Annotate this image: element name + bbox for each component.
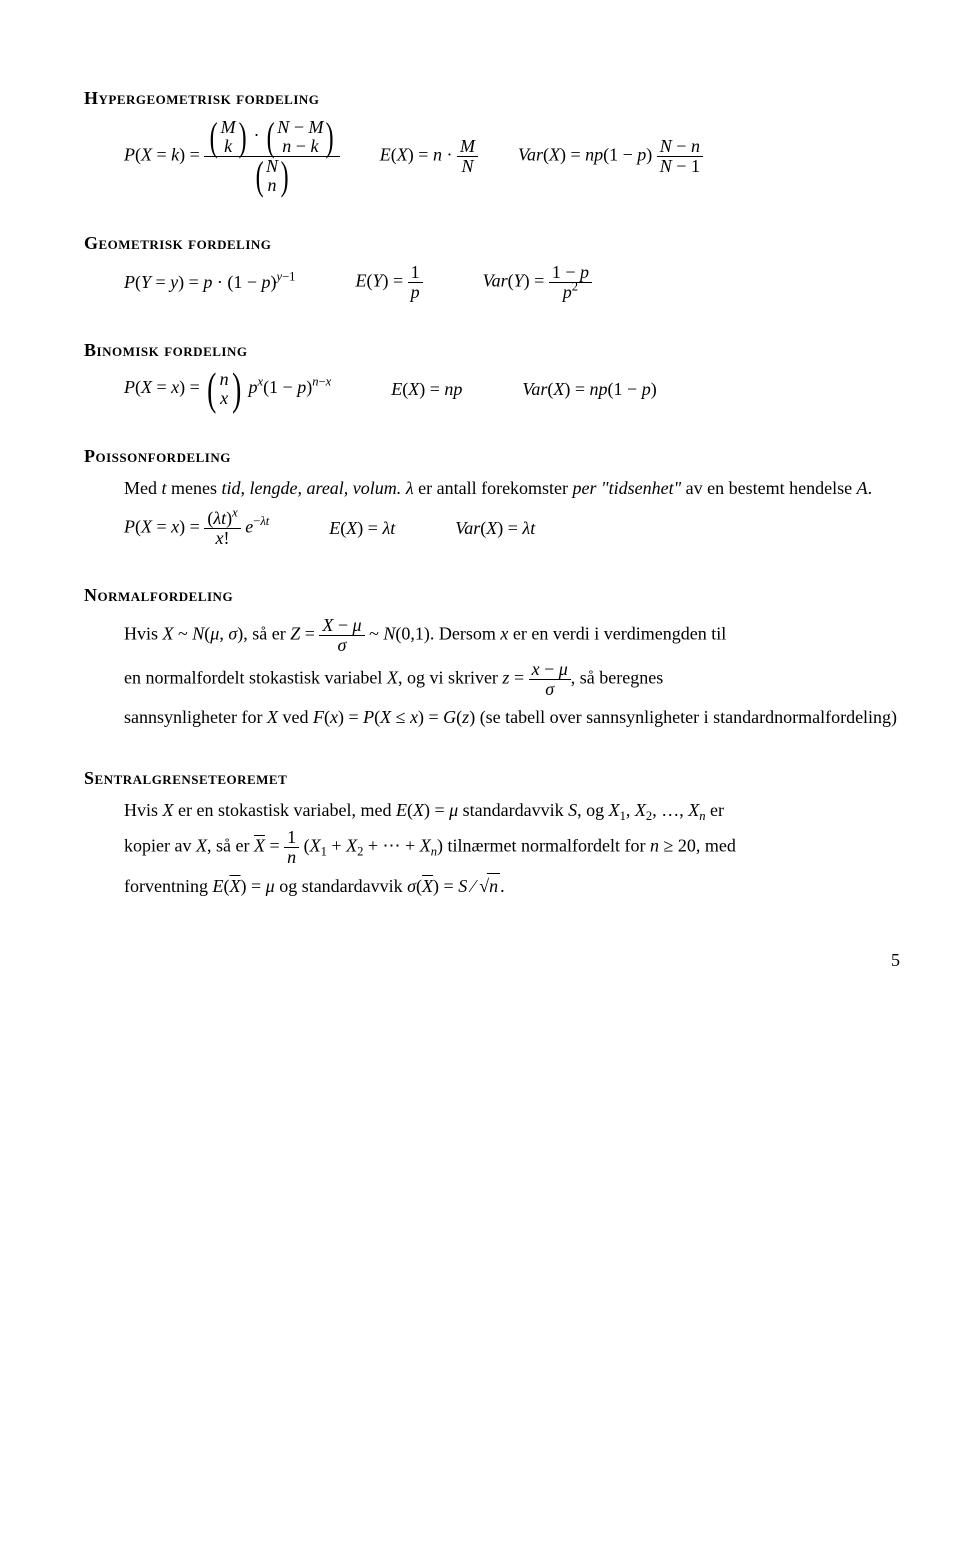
poisson-formulas: P(X = x) = (λt)xx! e−λt E(X) = λt Var(X)… (124, 509, 900, 548)
text: er en verdi i verdimengden til (508, 623, 726, 643)
text: Med (124, 478, 162, 498)
hyper-mean: E(X) = n · MN (380, 137, 478, 176)
normal-line-3: sannsynligheter for X ved F(x) = P(X ≤ x… (124, 705, 900, 729)
heading-binomial: Binomisk fordeling (84, 338, 900, 362)
text: menes (167, 478, 222, 498)
text: ved (278, 707, 313, 727)
heading-normal: Normalfordeling (84, 583, 900, 607)
text: tilnærmet normalfordelt for (443, 836, 650, 856)
poisson-pmf: P(X = x) = (λt)xx! e−λt (124, 509, 269, 548)
normal-line-2: en normalfordelt stokastisk variabel X, … (124, 660, 900, 699)
heading-hypergeometric: Hypergeometrisk fordeling (84, 86, 900, 110)
text: , og vi skriver (398, 668, 502, 688)
text: og standardavvik (275, 876, 407, 896)
poisson-intro: Med t menes tid, lengde, areal, volum. λ… (124, 476, 900, 500)
geo-var: Var(Y) = 1 − pp2 (483, 263, 592, 302)
hyper-formulas: P(X = k) = (Mk) · (N − Mn − k) (Nn) E(X)… (124, 118, 900, 195)
text: av en bestemt hendelse (681, 478, 856, 498)
normal-line-1: Hvis X ~ N(μ, σ), så er Z = X − μσ ~ N(0… (124, 616, 900, 655)
text: kopier av (124, 836, 196, 856)
text: sannsynligheter for (124, 707, 267, 727)
hyper-pmf: P(X = k) = (Mk) · (N − Mn − k) (Nn) (124, 118, 340, 195)
clt-line-2: kopier av X, så er X = 1n (X1 + X2 + ⋯ +… (124, 828, 900, 867)
text: , så er (243, 623, 290, 643)
clt-line-3: forventning E(X) = μ og standardavvik σ(… (124, 873, 900, 898)
text: (se tabell over sannsynligheter i standa… (475, 707, 897, 727)
binom-formulas: P(X = x) = (nx) px(1 − p)n−x E(X) = np V… (124, 370, 900, 408)
text: en normalfordelt stokastisk variabel (124, 668, 387, 688)
heading-geometric: Geometrisk fordeling (84, 231, 900, 255)
geo-pmf: P(Y = y) = p · (1 − p)y−1 (124, 270, 295, 294)
binom-var: Var(X) = np(1 − p) (522, 377, 656, 401)
text: , med (696, 836, 736, 856)
text: , så beregnes (571, 668, 663, 688)
hyper-var: Var(X) = np(1 − p) N − nN − 1 (518, 137, 703, 176)
poisson-mean: E(X) = λt (329, 516, 395, 540)
text: , og (577, 800, 609, 820)
heading-poisson: Poissonfordeling (84, 444, 900, 468)
binom-pmf: P(X = x) = (nx) px(1 − p)n−x (124, 370, 331, 408)
text: er en stokastisk variabel, med (174, 800, 396, 820)
poisson-var: Var(X) = λt (455, 516, 535, 540)
heading-clt: Sentralgrenseteoremet (84, 766, 900, 790)
text: forventning (124, 876, 212, 896)
page-number: 5 (84, 948, 900, 972)
geo-formulas: P(Y = y) = p · (1 − p)y−1 E(Y) = 1p Var(… (124, 263, 900, 302)
text: , så er (207, 836, 254, 856)
text: tid, lengde, areal, volum. (222, 478, 402, 498)
text: er antall forekomster (414, 478, 573, 498)
text: Hvis (124, 623, 163, 643)
geo-mean: E(Y) = 1p (355, 263, 422, 302)
binom-mean: E(X) = np (391, 377, 462, 401)
text: er (706, 800, 724, 820)
clt-line-1: Hvis X er en stokastisk variabel, med E(… (124, 798, 900, 822)
text: standardavvik (458, 800, 568, 820)
text: per "tidsenhet" (573, 478, 682, 498)
text: Hvis (124, 800, 163, 820)
text: . Dersom (430, 623, 501, 643)
